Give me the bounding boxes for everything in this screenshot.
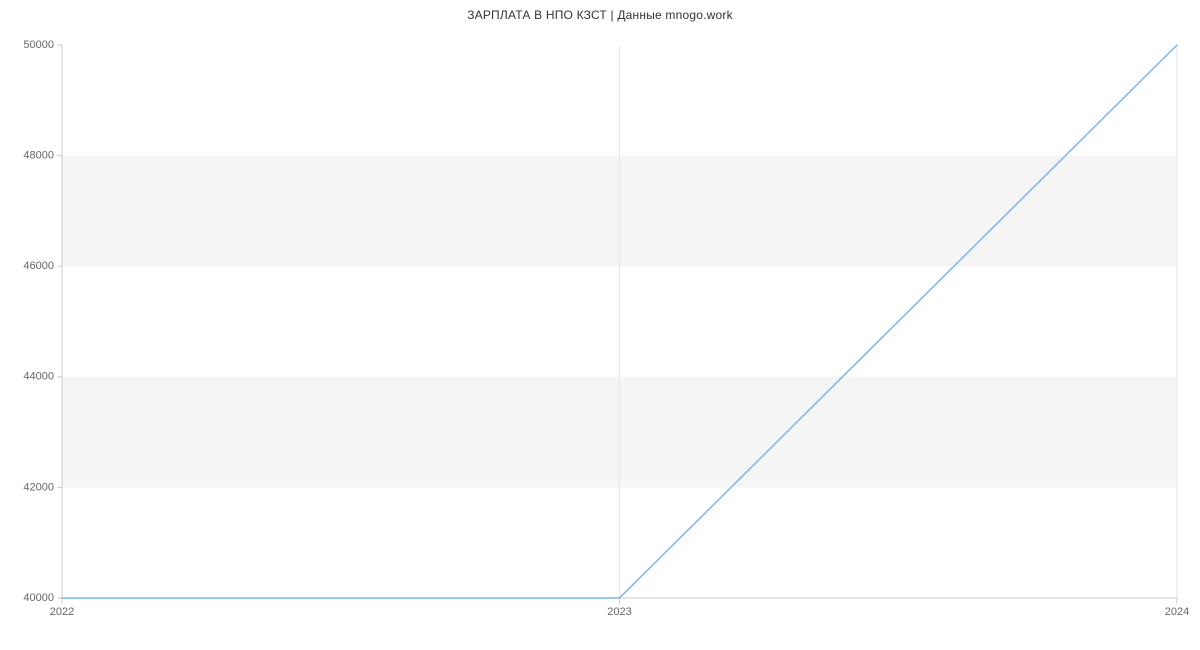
y-tick-label: 40000: [23, 592, 54, 604]
y-tick-label: 50000: [23, 39, 54, 51]
y-tick-label: 48000: [23, 150, 54, 162]
y-tick-label: 46000: [23, 260, 54, 272]
salary-line-chart: ЗАРПЛАТА В НПО КЗСТ | Данные mnogo.work …: [0, 0, 1200, 650]
x-tick-label: 2024: [1165, 606, 1189, 618]
y-tick-label: 44000: [23, 371, 54, 383]
x-tick-label: 2023: [607, 606, 631, 618]
x-tick-label: 2022: [50, 606, 74, 618]
chart-svg: 40000 42000 44000 46000 48000 50000 2022 2023 20…: [0, 0, 1200, 650]
y-tick-label: 42000: [23, 481, 54, 493]
